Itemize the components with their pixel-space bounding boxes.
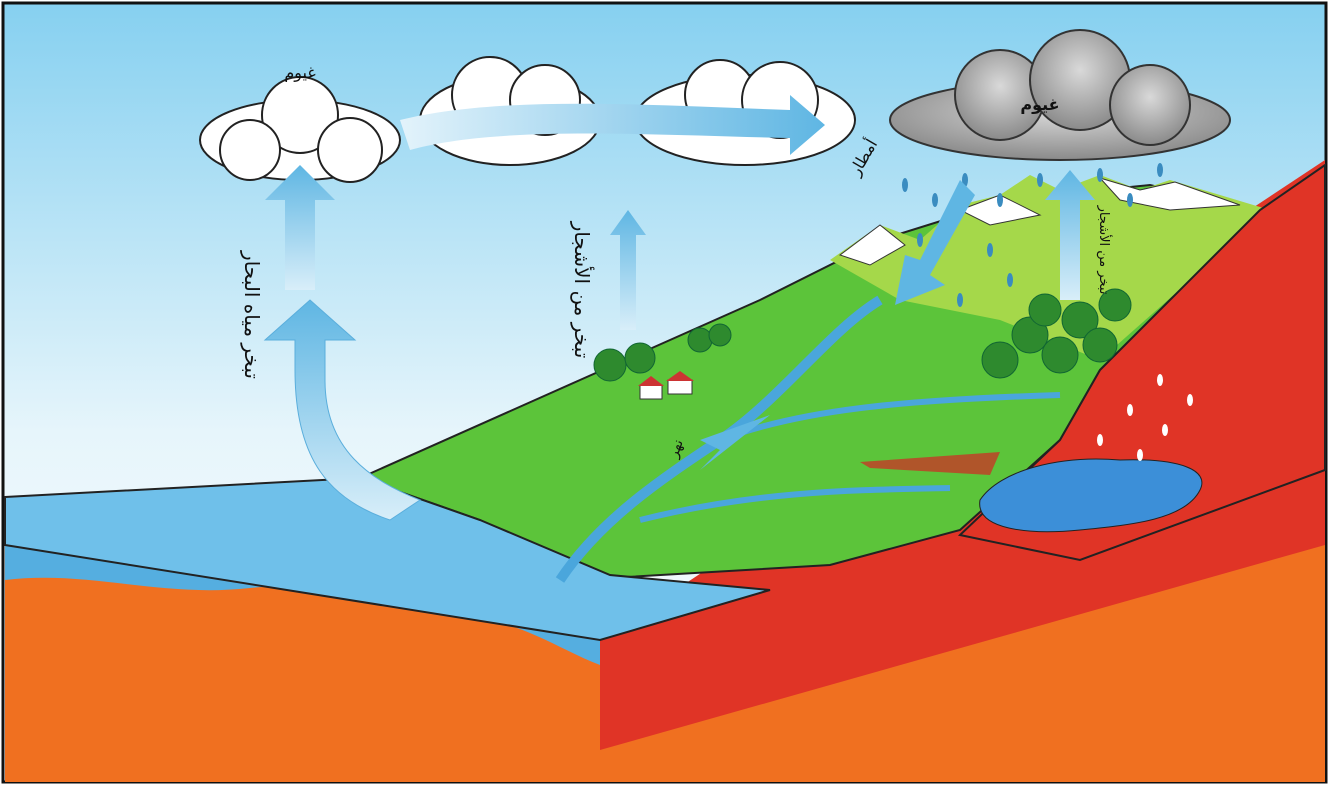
label: تبخر من الأشجار <box>570 221 594 359</box>
label: غيوم <box>284 63 315 83</box>
label: تبخر من الأشجار <box>1096 205 1113 295</box>
label: غيوم <box>1020 95 1059 114</box>
label: تبخر مياه البحار <box>240 250 264 379</box>
water-cycle-diagram: غيوم غيوم تبخر مياه البحار تبخر من الأشج… <box>0 0 1329 785</box>
scene <box>3 3 1326 782</box>
